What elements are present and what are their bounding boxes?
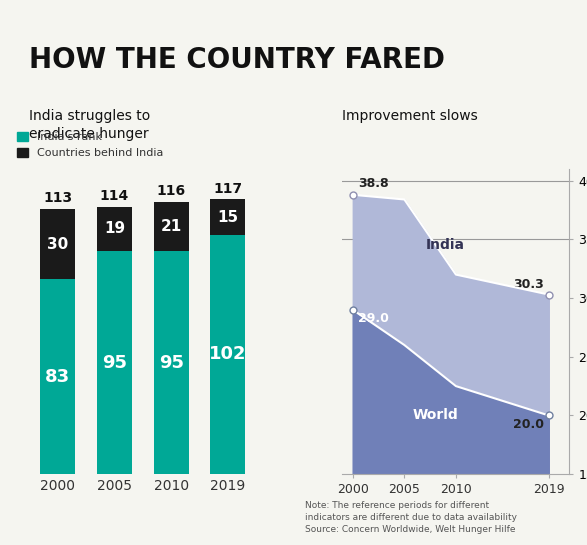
Text: 19: 19 [104,221,125,237]
Text: HOW THE COUNTRY FARED: HOW THE COUNTRY FARED [29,46,446,74]
Text: 114: 114 [100,189,129,203]
Text: 102: 102 [209,346,247,364]
Text: Improvement slows: Improvement slows [342,110,478,124]
Bar [40,209,75,279]
Text: World: World [413,408,458,422]
Text: India: India [426,238,465,252]
Text: 113: 113 [43,191,72,205]
Bar [210,235,245,474]
Bar [40,279,75,474]
Text: 83: 83 [45,368,70,386]
Text: 29.0: 29.0 [358,312,389,325]
Text: 20.0: 20.0 [512,418,544,431]
Text: 15: 15 [217,210,238,225]
Text: Note: The reference periods for different
indicators are different due to data a: Note: The reference periods for differen… [305,501,517,534]
Text: India struggles to
eradicate hunger: India struggles to eradicate hunger [29,110,151,141]
Text: 95: 95 [158,354,184,372]
Text: 30: 30 [47,237,68,252]
Text: 30.3: 30.3 [513,278,544,291]
Bar [210,199,245,235]
Text: 21: 21 [160,219,182,234]
Legend: India's rank, Countries behind India: India's rank, Countries behind India [17,132,163,158]
Bar [97,251,132,474]
Bar [97,207,132,251]
Text: 116: 116 [157,184,185,198]
Bar [154,202,189,251]
Bar [154,251,189,474]
Text: 95: 95 [102,354,127,372]
Text: 38.8: 38.8 [358,177,389,190]
Text: 117: 117 [213,182,242,196]
